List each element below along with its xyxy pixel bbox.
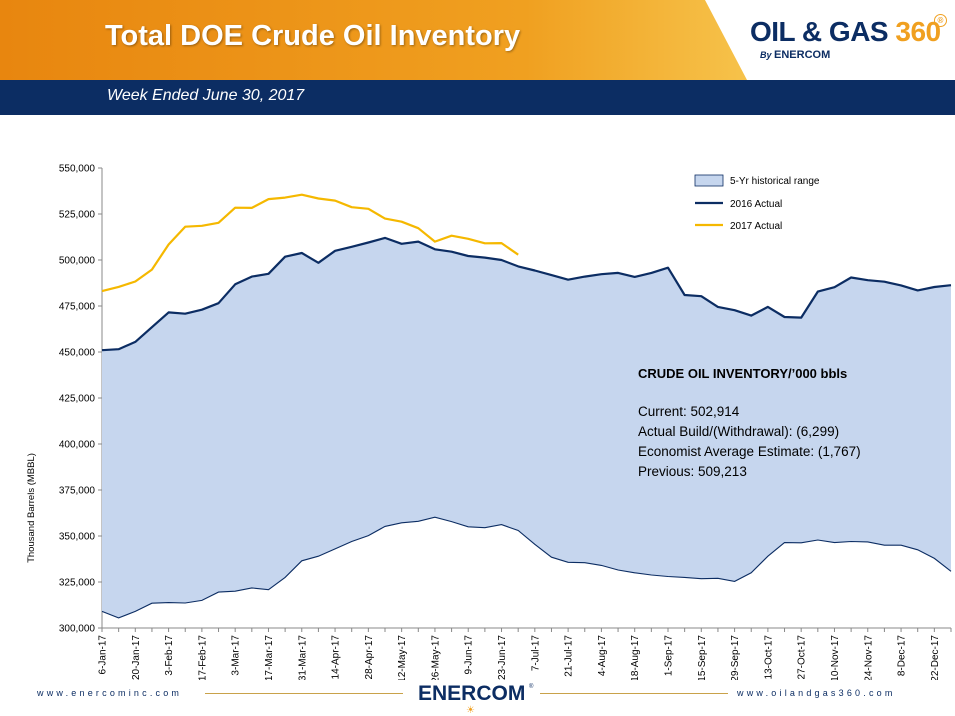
x-tick-label: 14-Apr-17: [331, 635, 342, 680]
historical-range-area: [102, 237, 951, 618]
y-tick-label: 525,000: [59, 210, 96, 221]
y-axis-ticks: 300,000 325,000 350,000 375,000 400,000 425,0…: [59, 164, 102, 635]
y-tick-label: 350,000: [59, 532, 96, 543]
enercom-sun-icon: ☀: [466, 705, 475, 716]
x-tick-label: 24-Nov-17: [863, 635, 874, 680]
y-tick-label: 500,000: [59, 256, 96, 267]
plot-area: [101, 193, 952, 619]
x-tick-label: 29-Sep-17: [730, 635, 741, 680]
x-tick-label: 31-Mar-17: [297, 635, 308, 680]
info-current: Current: 502,914: [638, 404, 740, 419]
footer-divider-right: [540, 693, 728, 694]
x-tick-label: 15-Sep-17: [697, 635, 708, 680]
x-tick-label: 28-Apr-17: [364, 635, 375, 680]
footer-website-left[interactable]: www.enercominc.com: [37, 688, 183, 698]
x-tick-label: 8-Dec-17: [897, 635, 908, 677]
footer-divider-left: [205, 693, 403, 694]
header-banner: Total DOE Crude Oil Inventory OIL & GAS …: [0, 0, 955, 80]
info-build: Actual Build/(Withdrawal): (6,299): [638, 424, 839, 439]
y-tick-label: 300,000: [59, 624, 96, 635]
x-tick-label: 17-Mar-17: [264, 635, 275, 680]
series-2017-actual-line: [101, 193, 519, 293]
legend-range-swatch: [694, 174, 724, 187]
x-tick-label: 23-Jun-17: [497, 635, 508, 680]
info-previous: Previous: 509,213: [638, 464, 747, 479]
chart-legend: 5-Yr historical range 2016 Actual 2017 A…: [694, 174, 820, 232]
inventory-chart: 300,000 325,000 350,000 375,000 400,000 425,0…: [26, 164, 952, 680]
y-tick-label: 325,000: [59, 578, 96, 589]
x-tick-label: 12-May-17: [397, 635, 408, 680]
x-tick-label: 22-Dec-17: [930, 635, 941, 680]
y-tick-label: 475,000: [59, 302, 96, 313]
x-tick-label: 21-Jul-17: [564, 635, 575, 677]
y-tick-label: 400,000: [59, 440, 96, 451]
logo-number: 360: [895, 16, 941, 47]
x-tick-label: 9-Jun-17: [464, 635, 475, 675]
legend-range-label: 5-Yr historical range: [730, 176, 820, 187]
x-axis-ticks: 6-Jan-17 20-Jan-17 3-Feb-17 17-Feb-17 3-Mar-…: [98, 628, 952, 680]
x-tick-label: 20-Jan-17: [131, 635, 142, 680]
historical-range-lower-edge: [101, 516, 952, 619]
y-tick-label: 450,000: [59, 348, 96, 359]
enercom-logo: ENERCOM: [418, 682, 526, 705]
info-estimate: Economist Average Estimate: (1,767): [638, 444, 861, 459]
crude-inventory-info-box: CRUDE OIL INVENTORY/’000 bbls Current: 5…: [638, 366, 861, 479]
legend-2017-label: 2017 Actual: [730, 221, 782, 232]
y-tick-label: 425,000: [59, 394, 96, 405]
subtitle-bar: [0, 80, 955, 115]
y-axis-label: Thousand Barrels (MBBL): [26, 453, 37, 563]
x-tick-label: 3-Feb-17: [164, 635, 175, 676]
enercom-registered-mark: ®: [529, 684, 534, 690]
x-tick-label: 7-Jul-17: [530, 635, 541, 672]
logo-byline: By ENERCOM: [760, 49, 830, 61]
logo-registered-mark: ®: [934, 14, 947, 27]
footer-website-right[interactable]: www.oilandgas360.com: [737, 688, 896, 698]
page-subtitle: Week Ended June 30, 2017: [107, 87, 305, 104]
legend-2016-label: 2016 Actual: [730, 199, 782, 210]
x-tick-label: 13-Oct-17: [763, 635, 774, 680]
y-tick-label: 375,000: [59, 486, 96, 497]
oil-and-gas-360-logo: OIL & GAS 360: [750, 16, 941, 48]
page-title: Total DOE Crude Oil Inventory: [105, 20, 521, 52]
logo-panel: [705, 0, 955, 80]
logo-company: ENERCOM: [774, 49, 831, 61]
series-2016-actual-line: [101, 236, 952, 352]
x-tick-label: 26-May-17: [430, 635, 441, 680]
y-tick-label: 550,000: [59, 164, 96, 175]
logo-main-text: OIL & GAS: [750, 16, 896, 47]
x-tick-label: 6-Jan-17: [98, 635, 109, 675]
x-tick-label: 4-Aug-17: [597, 635, 608, 677]
logo-by: By: [760, 50, 775, 60]
x-tick-label: 3-Mar-17: [231, 635, 242, 676]
x-tick-label: 18-Aug-17: [630, 635, 641, 680]
info-heading: CRUDE OIL INVENTORY/’000 bbls: [638, 366, 847, 381]
x-tick-label: 27-Oct-17: [797, 635, 808, 680]
x-tick-label: 17-Feb-17: [197, 635, 208, 680]
x-tick-label: 10-Nov-17: [830, 635, 841, 680]
x-tick-label: 1-Sep-17: [664, 635, 675, 677]
